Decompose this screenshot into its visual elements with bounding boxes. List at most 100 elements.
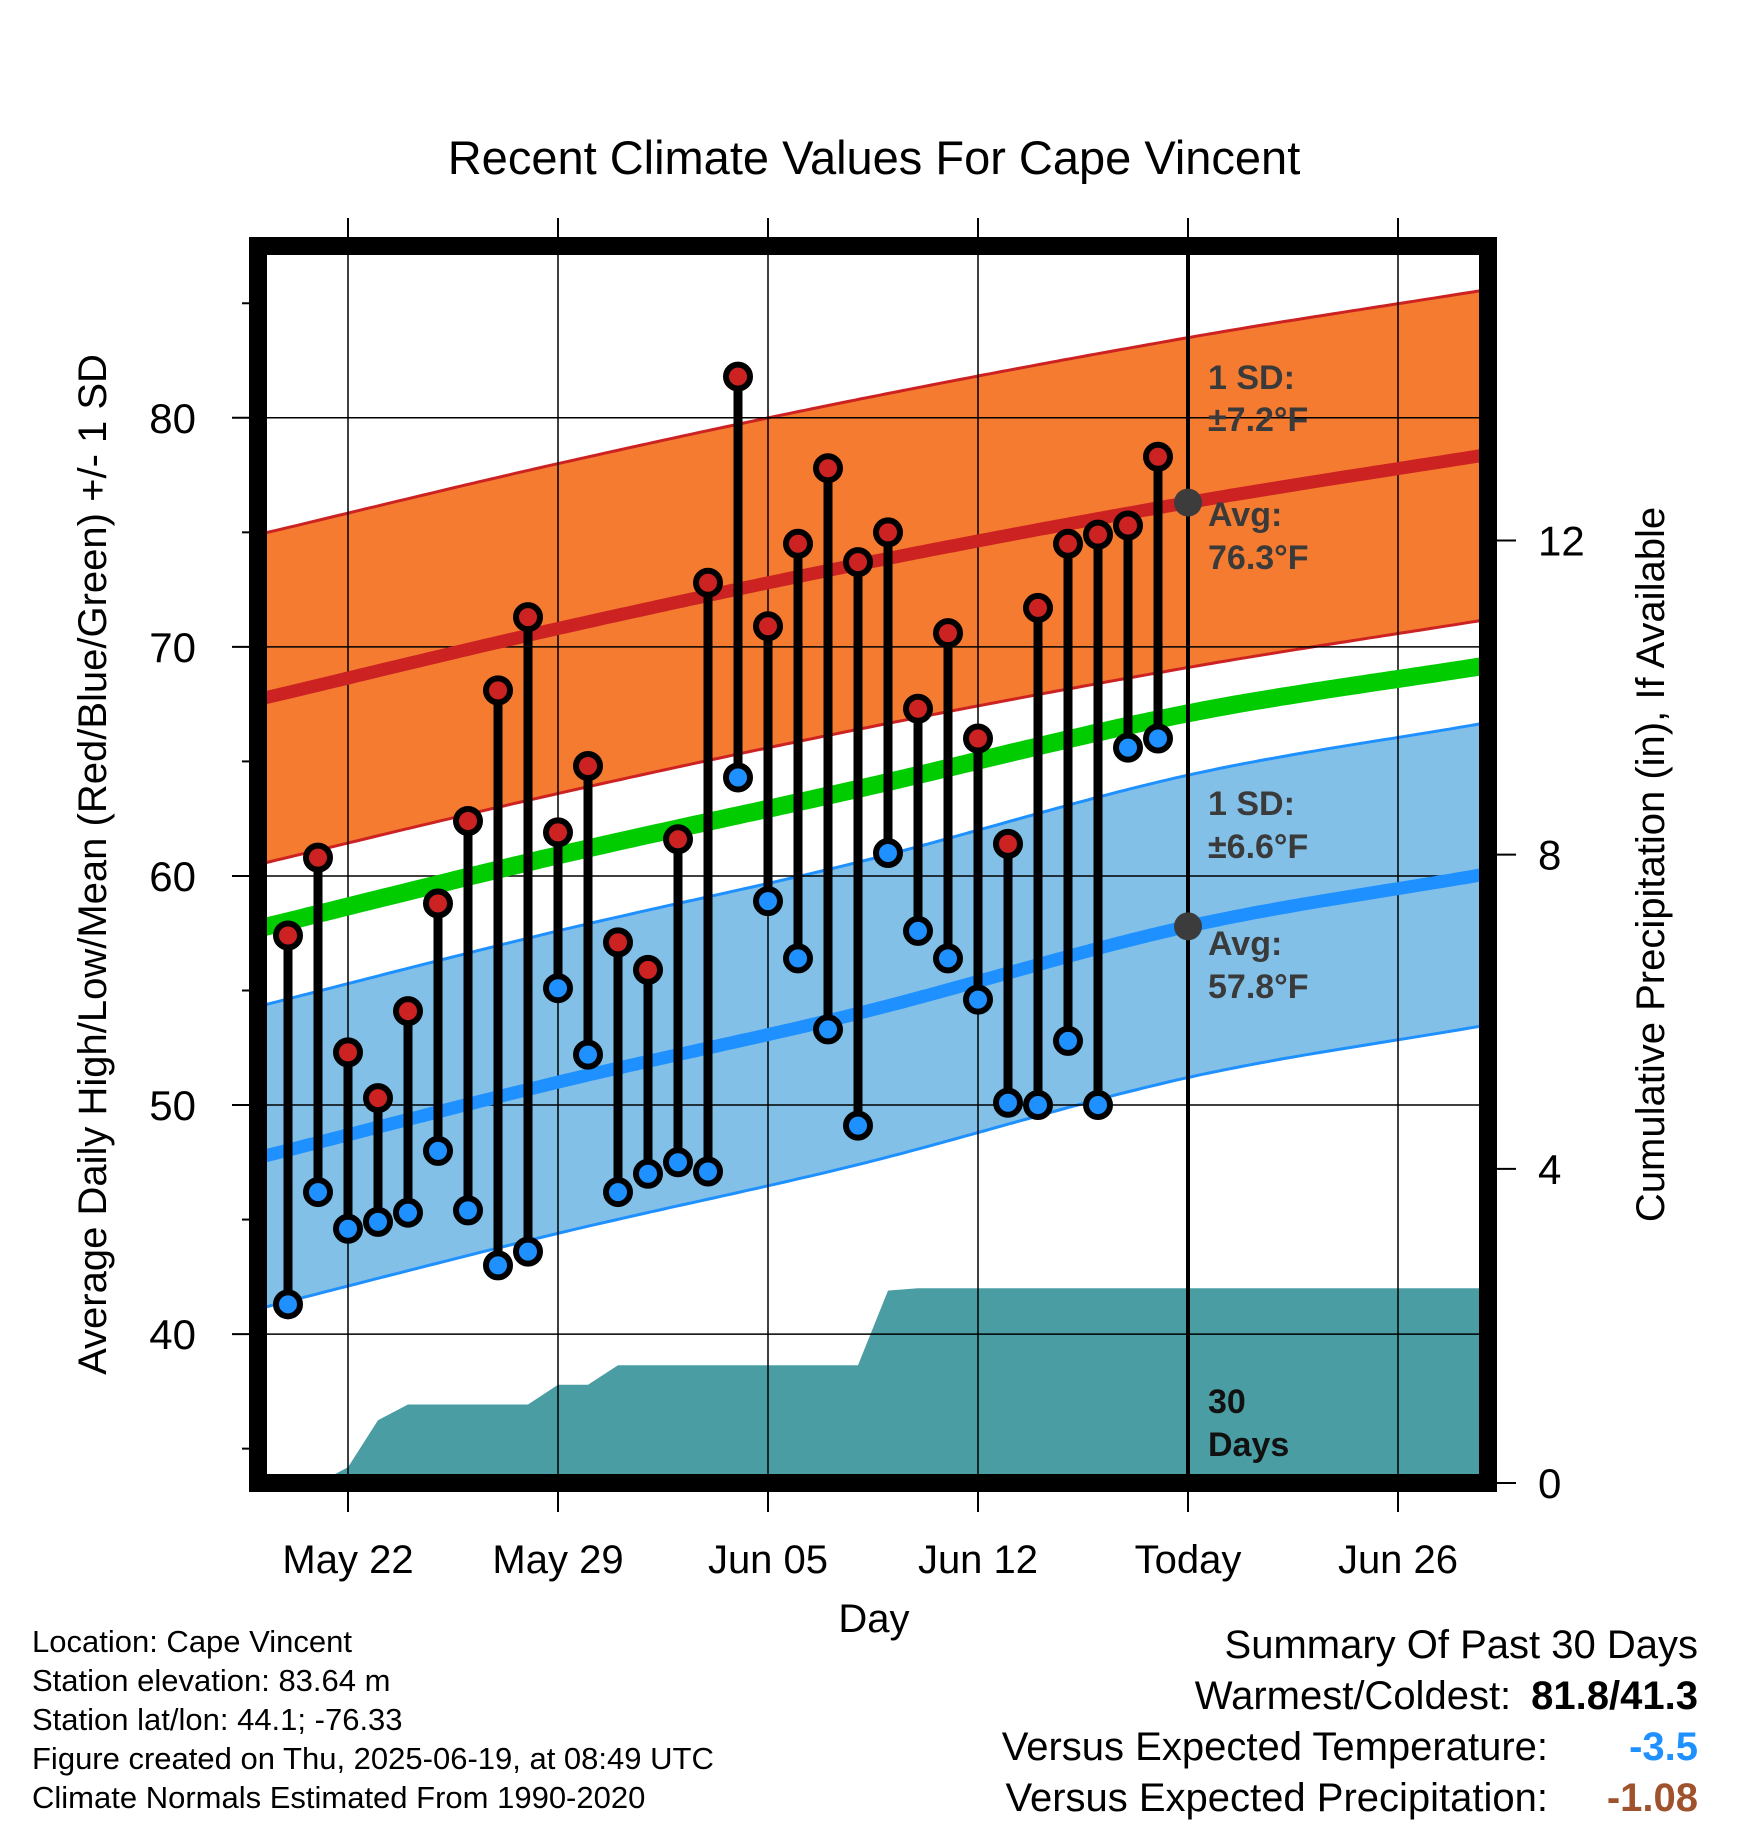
obs-high-dot [363,1083,393,1114]
high-sd-value: ±7.2°F [1208,401,1308,439]
obs-high-dot [483,675,513,706]
chart-title: Recent Climate Values For Cape Vincent [448,131,1301,184]
low-avg-label: Avg: [1208,925,1282,963]
obs-low-dot [1023,1090,1053,1121]
temp-value: -3.5 [1629,1725,1698,1769]
x-tick-label: Jun 05 [708,1538,828,1582]
y-tick-label: 60 [149,853,196,900]
obs-high-dot [1143,441,1173,472]
obs-low-dot [693,1156,723,1187]
y2-axis-label: Cumulative Precipitation (in), If Availa… [1629,507,1673,1222]
high-sd-upper-line [258,288,1488,537]
y-tick-label: 40 [149,1311,196,1358]
obs-low-dot [1143,723,1173,754]
today-low-normal-marker [1174,912,1202,941]
obs-high-dot [1083,519,1113,550]
normals-text: Climate Normals Estimated From 1990-2020 [32,1780,646,1815]
y-tick-label: 50 [149,1082,196,1129]
obs-high-dot [843,547,873,578]
y2-tick-label: 4 [1538,1146,1561,1193]
obs-high-dot [423,888,453,919]
x-tick-label: Jun 12 [918,1538,1038,1582]
obs-low-dot [483,1250,513,1281]
summary-panel: Summary Of Past 30 Days Warmest/Coldest:… [1002,1620,1698,1824]
high-sd-label: 1 SD: [1208,359,1295,397]
obs-high-dot [273,920,303,951]
plot-frame [249,237,1497,1492]
obs-low-dot [723,762,753,793]
obs-high-dot [813,453,843,484]
summary-temp: Versus Expected Temperature: -3.5 [1002,1722,1698,1773]
obs-high-dot [753,611,783,642]
obs-low-dot [303,1177,333,1208]
low-sd-upper-line [258,721,1488,1008]
elevation-text: Station elevation: 83.64 m [32,1663,391,1698]
obs-low-dot [453,1195,483,1226]
obs-low-dot [1053,1025,1083,1056]
obs-low-dot [753,886,783,917]
summary-precip: Versus Expected Precipitation: -1.08 [1002,1773,1698,1824]
high-sd-band [258,289,1488,865]
precip-label: Versus Expected Precipitation: [1005,1776,1548,1820]
obs-low-dot [633,1158,663,1189]
low-avg-value: 57.8°F [1208,968,1309,1006]
obs-high-dot [1113,510,1143,541]
low-sd-lower-line [258,1023,1488,1311]
precip-value: -1.08 [1606,1776,1698,1820]
obs-high-dot [993,828,1023,859]
today-high-normal-marker [1174,488,1202,517]
obs-low-dot [363,1206,393,1237]
obs-low-dot [903,915,933,946]
obs-high-dot [873,517,903,548]
obs-low-dot [1113,732,1143,763]
obs-high-dot [603,927,633,958]
warm-cold-value: 81.8/41.3 [1531,1674,1698,1718]
x-axis-label: Day [838,1597,909,1641]
obs-low-dot [333,1213,363,1244]
obs-low-dot [543,973,573,1004]
obs-high-dot [693,567,723,598]
obs-high-dot [1023,592,1053,623]
obs-low-dot [513,1236,543,1267]
obs-high-dot [543,817,573,848]
y-tick-label: 80 [149,395,196,442]
y2-tick-label: 12 [1538,518,1585,565]
obs-low-dot [1083,1090,1113,1121]
obs-low-dot [783,943,813,974]
station-metadata: Location: Cape Vincent Station elevation… [32,1622,714,1817]
precip-days-label-2: Days [1208,1426,1289,1464]
high-normal-line [258,448,1488,706]
location-text: Location: Cape Vincent [32,1624,352,1659]
obs-high-dot [723,361,753,392]
obs-high-dot [783,528,813,559]
precip-days-label-1: 30 [1208,1383,1246,1421]
obs-high-dot [303,842,333,873]
warm-cold-label: Warmest/Coldest: [1194,1674,1512,1718]
obs-low-dot [873,838,903,869]
obs-high-dot [663,824,693,855]
x-tick-label: May 29 [492,1538,623,1582]
obs-high-dot [963,723,993,754]
obs-high-dot [1053,528,1083,559]
obs-low-dot [843,1110,873,1141]
x-tick-label: Jun 26 [1338,1538,1458,1582]
y-tick-label: 70 [149,624,196,671]
created-text: Figure created on Thu, 2025-06-19, at 08… [32,1741,714,1776]
obs-high-dot [333,1037,363,1068]
x-tick-label: May 22 [282,1538,413,1582]
obs-low-dot [813,1014,843,1045]
low-normal-line [258,867,1488,1165]
precip-area [258,1288,1488,1483]
plot-area: 1 SD: ±7.2°F Avg: 76.3°F 1 SD: ±6.6°F Avg: 57.8… [258,246,1488,1483]
y2-tick-label: 0 [1538,1460,1561,1507]
obs-high-dot [513,602,543,633]
obs-low-dot [393,1197,423,1228]
obs-low-dot [423,1135,453,1166]
obs-high-dot [933,618,963,649]
low-sd-label: 1 SD: [1208,785,1295,823]
obs-high-dot [573,750,603,781]
obs-high-dot [903,693,933,724]
mean-normal-line [258,656,1488,938]
temp-label: Versus Expected Temperature: [1001,1725,1548,1769]
latlon-text: Station lat/lon: 44.1; -76.33 [32,1702,403,1737]
